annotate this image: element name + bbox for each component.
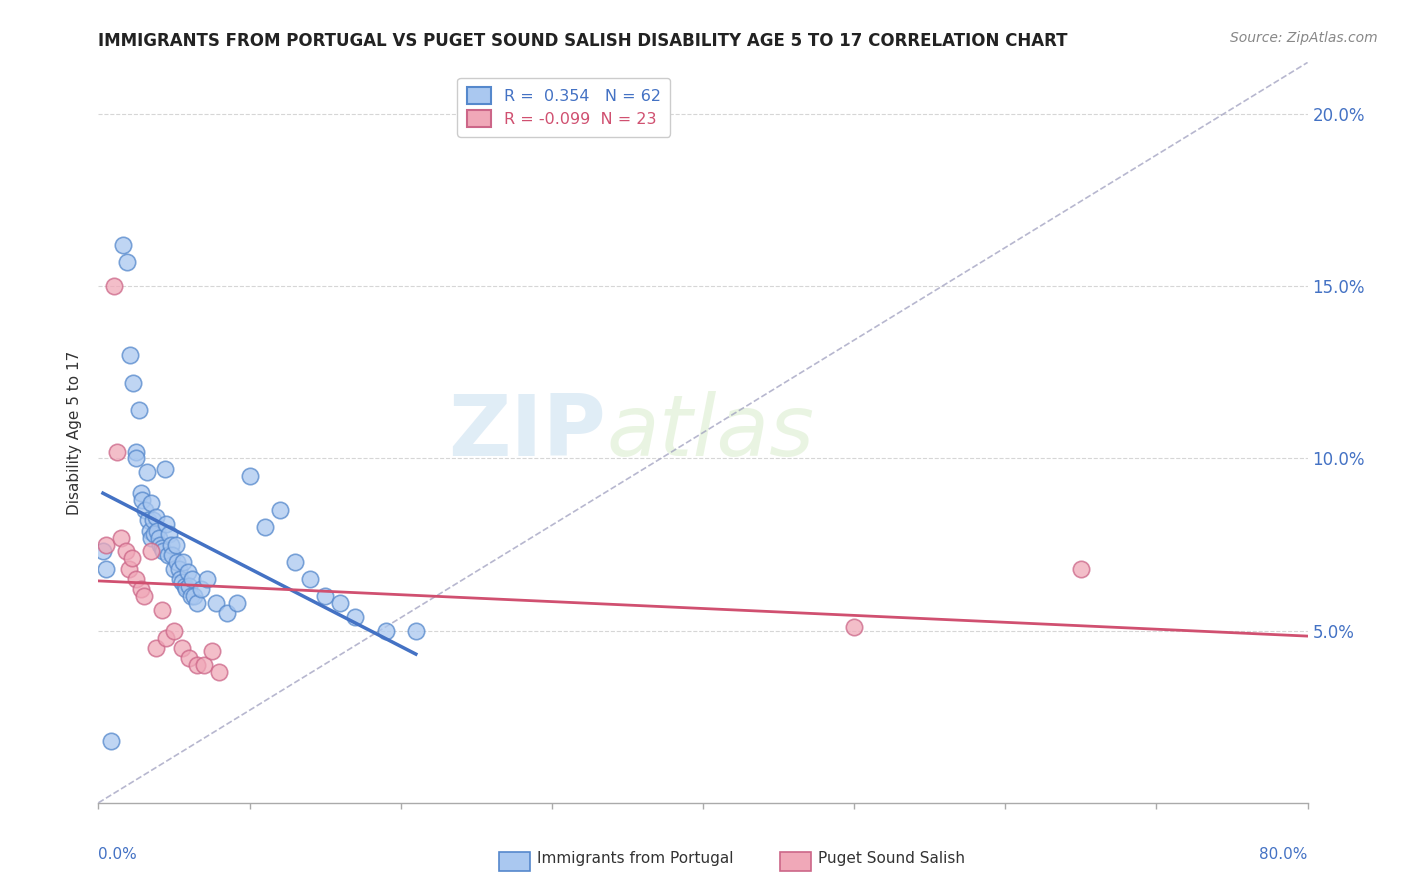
Point	[174, 582, 197, 597]
Point	[179, 651, 201, 665]
Point	[132, 589, 155, 603]
Point	[179, 579, 201, 593]
Point	[169, 572, 191, 586]
Point	[125, 572, 148, 586]
Point	[195, 572, 218, 586]
Point	[201, 644, 224, 658]
Point	[167, 561, 190, 575]
Point	[150, 603, 173, 617]
Point	[129, 582, 152, 597]
Point	[149, 537, 172, 551]
Point	[190, 582, 212, 597]
Point	[150, 541, 173, 555]
Point	[100, 734, 122, 748]
Point	[136, 513, 159, 527]
Point	[186, 596, 208, 610]
Point	[129, 486, 152, 500]
Point	[120, 348, 142, 362]
Point	[299, 572, 322, 586]
Point	[156, 548, 179, 562]
Point	[172, 555, 194, 569]
Point	[226, 596, 249, 610]
Point	[1070, 561, 1092, 575]
Point	[145, 510, 167, 524]
Point	[329, 596, 352, 610]
Point	[181, 572, 204, 586]
Point	[180, 589, 202, 603]
Point	[844, 620, 866, 634]
Point	[269, 503, 291, 517]
Point	[152, 544, 174, 558]
Point	[205, 596, 228, 610]
Text: 0.0%: 0.0%	[98, 847, 138, 863]
Point	[215, 607, 238, 621]
Point	[253, 520, 276, 534]
Point	[166, 555, 188, 569]
Point	[131, 492, 153, 507]
Text: IMMIGRANTS FROM PORTUGAL VS PUGET SOUND SALISH DISABILITY AGE 5 TO 17 CORRELATIO: IMMIGRANTS FROM PORTUGAL VS PUGET SOUND …	[98, 32, 1069, 50]
Point	[162, 548, 184, 562]
Point	[139, 524, 162, 538]
Point	[94, 561, 117, 575]
Point	[186, 658, 208, 673]
Point	[125, 451, 148, 466]
Point	[208, 665, 231, 679]
Point	[103, 279, 125, 293]
Point	[170, 575, 193, 590]
Point	[114, 544, 136, 558]
Point	[118, 561, 141, 575]
Point	[173, 579, 195, 593]
Point	[146, 524, 169, 538]
Text: Puget Sound Salish: Puget Sound Salish	[818, 852, 966, 866]
Point	[176, 565, 198, 579]
Point	[145, 640, 167, 655]
Point	[135, 465, 157, 479]
Point	[128, 403, 150, 417]
Point	[143, 527, 166, 541]
Point	[110, 531, 132, 545]
Text: Immigrants from Portugal: Immigrants from Portugal	[537, 852, 734, 866]
Point	[314, 589, 336, 603]
Text: Source: ZipAtlas.com: Source: ZipAtlas.com	[1230, 31, 1378, 45]
Legend: R =  0.354   N = 62, R = -0.099  N = 23: R = 0.354 N = 62, R = -0.099 N = 23	[457, 78, 671, 136]
Point	[121, 551, 143, 566]
Point	[94, 537, 117, 551]
Y-axis label: Disability Age 5 to 17: Disability Age 5 to 17	[67, 351, 83, 515]
Point	[148, 531, 170, 545]
Point	[344, 610, 367, 624]
Text: atlas: atlas	[606, 391, 814, 475]
Point	[239, 468, 262, 483]
Point	[91, 544, 114, 558]
Point	[160, 537, 183, 551]
Text: 80.0%: 80.0%	[1260, 847, 1308, 863]
Point	[374, 624, 396, 638]
Point	[134, 503, 156, 517]
Point	[122, 376, 145, 390]
Point	[183, 589, 205, 603]
Point	[141, 531, 163, 545]
Point	[193, 658, 215, 673]
Point	[165, 537, 187, 551]
Point	[111, 238, 134, 252]
Text: ZIP: ZIP	[449, 391, 606, 475]
Point	[142, 513, 165, 527]
Point	[163, 624, 186, 638]
Point	[155, 516, 177, 531]
Point	[125, 444, 148, 458]
Point	[141, 544, 163, 558]
Point	[405, 624, 427, 638]
Point	[105, 444, 128, 458]
Point	[153, 462, 176, 476]
Point	[170, 640, 193, 655]
Point	[284, 555, 307, 569]
Point	[163, 561, 186, 575]
Point	[141, 496, 163, 510]
Point	[155, 631, 177, 645]
Point	[115, 255, 138, 269]
Point	[159, 527, 181, 541]
